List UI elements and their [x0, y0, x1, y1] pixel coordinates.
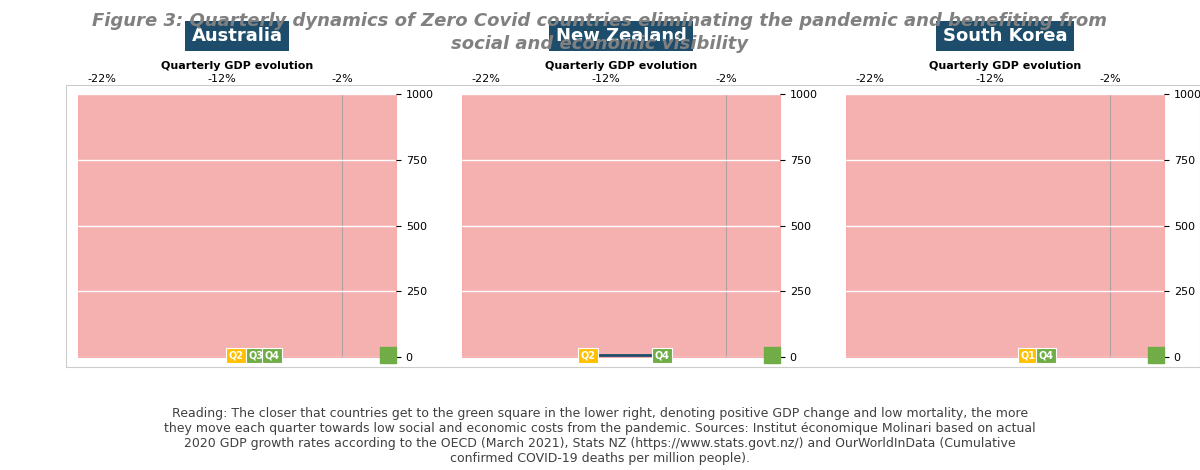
Text: Q4: Q4	[265, 350, 280, 360]
Text: Q4: Q4	[1039, 350, 1054, 360]
Text: New Zealand: New Zealand	[556, 27, 686, 45]
X-axis label: Quarterly GDP evolution: Quarterly GDP evolution	[929, 61, 1081, 70]
Text: Australia: Australia	[192, 27, 282, 45]
Text: Q4: Q4	[655, 350, 670, 360]
Point	[1146, 352, 1165, 359]
Point	[378, 352, 397, 359]
X-axis label: Quarterly GDP evolution: Quarterly GDP evolution	[161, 61, 313, 70]
Text: Q1: Q1	[1021, 350, 1036, 360]
Text: Q2: Q2	[229, 350, 244, 360]
Point	[762, 352, 781, 359]
X-axis label: Quarterly GDP evolution: Quarterly GDP evolution	[545, 61, 697, 70]
Text: South Korea: South Korea	[943, 27, 1067, 45]
Text: Q2: Q2	[581, 350, 595, 360]
Text: Figure 3: Quarterly dynamics of Zero Covid countries eliminating the pandemic an: Figure 3: Quarterly dynamics of Zero Cov…	[92, 12, 1108, 30]
Text: social and economic visibility: social and economic visibility	[451, 35, 749, 53]
Text: Reading: The closer that countries get to the green square in the lower right, d: Reading: The closer that countries get t…	[164, 407, 1036, 465]
Y-axis label: Quarterly deaths / million prople: Quarterly deaths / million prople	[1199, 146, 1200, 305]
Text: Q3: Q3	[248, 350, 263, 360]
